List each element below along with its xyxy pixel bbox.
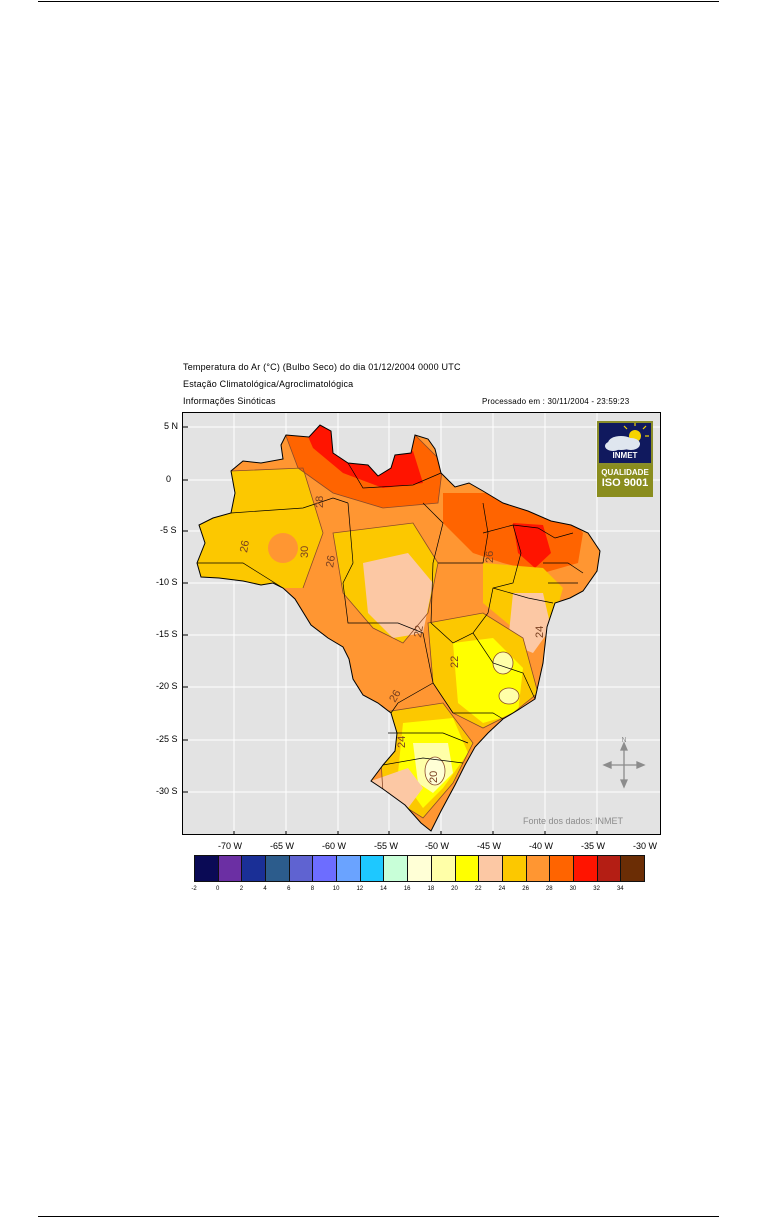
inmet-iso-logo: INMET QUALIDADE ISO 9001 [597, 421, 653, 497]
legend-label: -2 [191, 886, 197, 892]
legend-label: 28 [545, 886, 553, 892]
legend-swatch [501, 855, 527, 882]
legend-swatch [241, 855, 267, 882]
info-type: Informações Sinóticas [183, 396, 276, 406]
lat-label: -5 S [160, 525, 177, 535]
legend-swatch [217, 855, 243, 882]
legend-label: 10 [332, 886, 340, 892]
legend-label: 34 [616, 886, 624, 892]
legend-swatch [478, 855, 503, 882]
processed-timestamp: Processado em : 30/11/2004 - 23:59:23 [482, 397, 630, 406]
contour-label: 26 [484, 551, 496, 563]
lat-label: -25 S [156, 734, 178, 744]
iso-badge: QUALIDADE ISO 9001 [597, 465, 653, 497]
inmet-logo-emblem: INMET [597, 421, 653, 465]
legend-label: 4 [263, 886, 267, 892]
contour-label: 30 [299, 546, 311, 558]
contour-label: 22 [412, 624, 426, 638]
top-rule [38, 1, 719, 2]
lon-label: -45 W [477, 841, 502, 851]
legend-label: 22 [474, 886, 482, 892]
legend-swatch [454, 855, 480, 882]
svg-text:N: N [622, 737, 627, 744]
iso-standard-label: ISO 9001 [601, 477, 649, 489]
contour-label: 28 [314, 496, 326, 508]
legend-swatch [596, 855, 622, 882]
legend-swatch [407, 855, 432, 882]
contour-label: 26 [324, 554, 338, 568]
brazil-map-svg: 28 26 26 30 22 22 26 26 24 20 24 N [183, 413, 660, 834]
contour-label: 22 [449, 656, 461, 668]
legend-label: 16 [403, 886, 411, 892]
lon-label: -70 W [218, 841, 243, 851]
contour-label: 24 [396, 736, 408, 748]
legend-swatch [572, 855, 598, 882]
lon-label: -65 W [270, 841, 295, 851]
legend-swatch [265, 855, 290, 882]
contour-label: 26 [238, 539, 252, 553]
lat-label: -10 S [156, 577, 178, 587]
lon-label: -40 W [529, 841, 554, 851]
legend-swatch [312, 855, 338, 882]
legend-label: 26 [522, 886, 529, 892]
contour-label-group: 28 26 26 30 22 22 26 26 24 20 24 [238, 496, 546, 783]
legend-swatch [194, 855, 219, 882]
legend-swatch [359, 855, 385, 882]
legend-swatch [549, 855, 574, 882]
legend-label: 2 [239, 886, 244, 892]
lat-label: -30 S [156, 786, 178, 796]
temperature-fill [197, 425, 600, 831]
legend-label: 12 [356, 886, 364, 892]
legend-label: 30 [569, 886, 577, 892]
map-title: Temperatura do Ar (°C) (Bulbo Seco) do d… [183, 362, 461, 372]
legend-label: 8 [310, 886, 315, 892]
legend-swatch [383, 855, 409, 882]
legend-label: 14 [380, 886, 387, 892]
temperature-map: 28 26 26 30 22 22 26 26 24 20 24 N Fonte… [182, 412, 661, 835]
iso-quality-label: QUALIDADE [601, 468, 649, 477]
legend-label: 0 [216, 886, 220, 892]
lat-label: 5 N [164, 421, 179, 431]
lat-label: -15 S [156, 629, 178, 639]
legend-swatch [620, 855, 645, 882]
data-source-note: Fonte dos dados: INMET [523, 816, 624, 826]
contour-label: 24 [534, 626, 546, 638]
grid-tick-marks [183, 426, 598, 834]
legend-swatch [288, 855, 314, 882]
legend-swatch [525, 855, 551, 882]
legend-label: 32 [593, 886, 600, 892]
legend-swatch [430, 855, 456, 882]
lon-label: -50 W [425, 841, 450, 851]
lat-label: 0 [166, 474, 172, 484]
legend-label: 6 [287, 886, 291, 892]
lon-label: -55 W [374, 841, 399, 851]
bottom-rule [38, 1216, 719, 1217]
contour-label: 20 [428, 771, 440, 783]
lon-label: -35 W [581, 841, 606, 851]
contour-label: 26 [387, 688, 404, 705]
legend-label: 18 [427, 886, 435, 892]
legend-swatch [336, 855, 361, 882]
lat-label: -20 S [156, 681, 178, 691]
weather-cloud-sun-icon [605, 423, 649, 451]
state-borders [196, 424, 601, 832]
color-legend: -2 0 2 4 6 8 10 12 14 16 18 20 22 24 26 28 30 32 34 [191, 855, 645, 892]
compass-rose-icon: N [602, 737, 646, 789]
station-type: Estação Climatológica/Agroclimatológica [183, 379, 354, 389]
lon-label: -30 W [633, 841, 658, 851]
inmet-logo-name: INMET [612, 451, 638, 460]
legend-label: 24 [498, 886, 506, 892]
lon-label: -60 W [322, 841, 347, 851]
legend-label: 20 [451, 886, 458, 892]
